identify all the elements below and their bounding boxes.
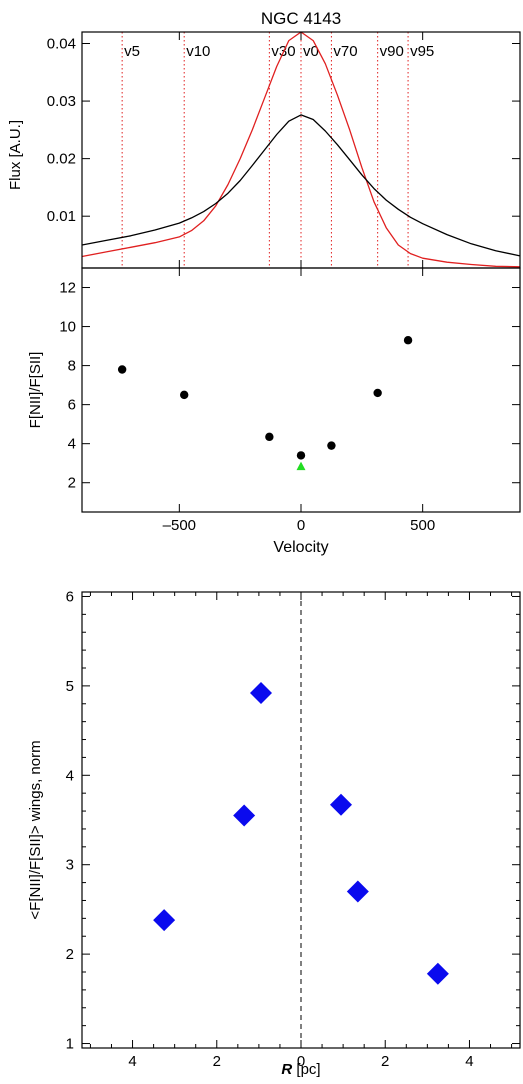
y-tick-label: 2 — [68, 475, 76, 492]
ratio-point — [327, 441, 336, 450]
y-tick-label: 12 — [59, 280, 76, 297]
flux-line-1 — [81, 114, 521, 257]
velocity-marker-label: v0 — [303, 43, 319, 60]
ratio-panel: F[NII]/F[SII] Velocity 2 4 6 8 10 12 –500 0 500 — [27, 267, 521, 556]
x-tick-label: 500 — [410, 517, 435, 534]
velocity-marker-label: v10 — [186, 43, 210, 60]
x-tick-label: 0 — [297, 517, 305, 534]
ratio-points — [117, 336, 413, 471]
ratio-point — [373, 388, 382, 398]
chart-title: NGC 4143 — [261, 9, 341, 28]
y-tick-label: 4 — [68, 436, 76, 453]
velocity-marker-label: v95 — [410, 43, 434, 60]
x-tick-label: 2 — [213, 1053, 221, 1070]
wings-points — [153, 682, 449, 985]
x-tick-label: –500 — [163, 517, 196, 534]
ratio-plot-frame — [81, 267, 521, 513]
radius-x-axis-label: R [pc] — [281, 1061, 320, 1078]
ratio-point — [265, 432, 274, 442]
velocity-x-axis-label: Velocity — [273, 539, 328, 556]
wings-diamond-point — [153, 909, 176, 932]
y-tick-label: 2 — [66, 946, 74, 963]
wings-y-axis-label: <F[NII]/F[SII]> wings, norm — [27, 740, 44, 919]
radius-unit: [pc] — [292, 1061, 320, 1078]
wings-plot-frame — [81, 591, 521, 1049]
wings-diamond-point — [426, 962, 449, 985]
flux-y-axis-label: Flux [A.U.] — [7, 120, 24, 190]
wings-diamond-point — [249, 682, 272, 705]
y-tick-label: 0.04 — [47, 36, 76, 53]
x-tick-label: 2 — [381, 1053, 389, 1070]
wings-diamond-point — [346, 880, 369, 903]
x-tick-label: 0 — [297, 1053, 305, 1070]
ratio-point — [180, 390, 189, 400]
velocity-markers: v5 v10 v30 v0 v70 v90 v95 — [121, 32, 434, 268]
ratio-point — [403, 336, 413, 345]
y-tick-label: 0.01 — [47, 208, 76, 225]
velocity-marker-label: v90 — [380, 43, 404, 60]
y-tick-label: 8 — [68, 358, 76, 375]
wings-x-ticks: 4 2 0 2 4 — [89, 592, 513, 1070]
y-tick-label: 10 — [59, 319, 76, 336]
velocity-marker-label: v5 — [124, 43, 140, 60]
y-tick-label: 0.03 — [47, 93, 76, 110]
y-tick-label: 5 — [66, 678, 74, 695]
ratio-y-ticks: 2 4 6 8 10 12 — [59, 280, 520, 492]
y-tick-label: 4 — [66, 767, 74, 784]
ratio-point — [117, 365, 127, 374]
x-tick-label: 4 — [465, 1053, 473, 1070]
x-tick-label: 4 — [128, 1053, 136, 1070]
green-triangle-marker — [296, 461, 306, 471]
wings-panel: <F[NII]/F[SII]> wings, norm R [pc] 1 2 3 4 5… — [27, 588, 521, 1078]
flux-y-ticks: 0.01 0.02 0.03 0.04 — [47, 36, 520, 225]
ratio-y-axis-label: F[NII]/F[SII] — [27, 352, 44, 429]
y-tick-label: 6 — [66, 588, 74, 605]
flux-x-ticks — [178, 32, 424, 268]
y-tick-label: 1 — [66, 1036, 74, 1053]
y-tick-label: 0.02 — [47, 151, 76, 168]
ratio-point — [296, 451, 306, 460]
radius-symbol: R — [281, 1061, 292, 1078]
y-tick-label: 3 — [66, 857, 74, 874]
wings-diamond-point — [330, 793, 353, 816]
wings-diamond-point — [233, 804, 256, 827]
ratio-x-ticks: –500 0 500 — [163, 268, 435, 534]
velocity-marker-label: v70 — [333, 43, 357, 60]
flux-panel: NGC 4143 Flux [A.U.] v5 v10 v30 v0 v70 v90 v95… — [7, 9, 521, 269]
y-tick-label: 6 — [68, 397, 76, 414]
wings-y-ticks: 1 2 3 4 5 6 — [66, 588, 520, 1053]
